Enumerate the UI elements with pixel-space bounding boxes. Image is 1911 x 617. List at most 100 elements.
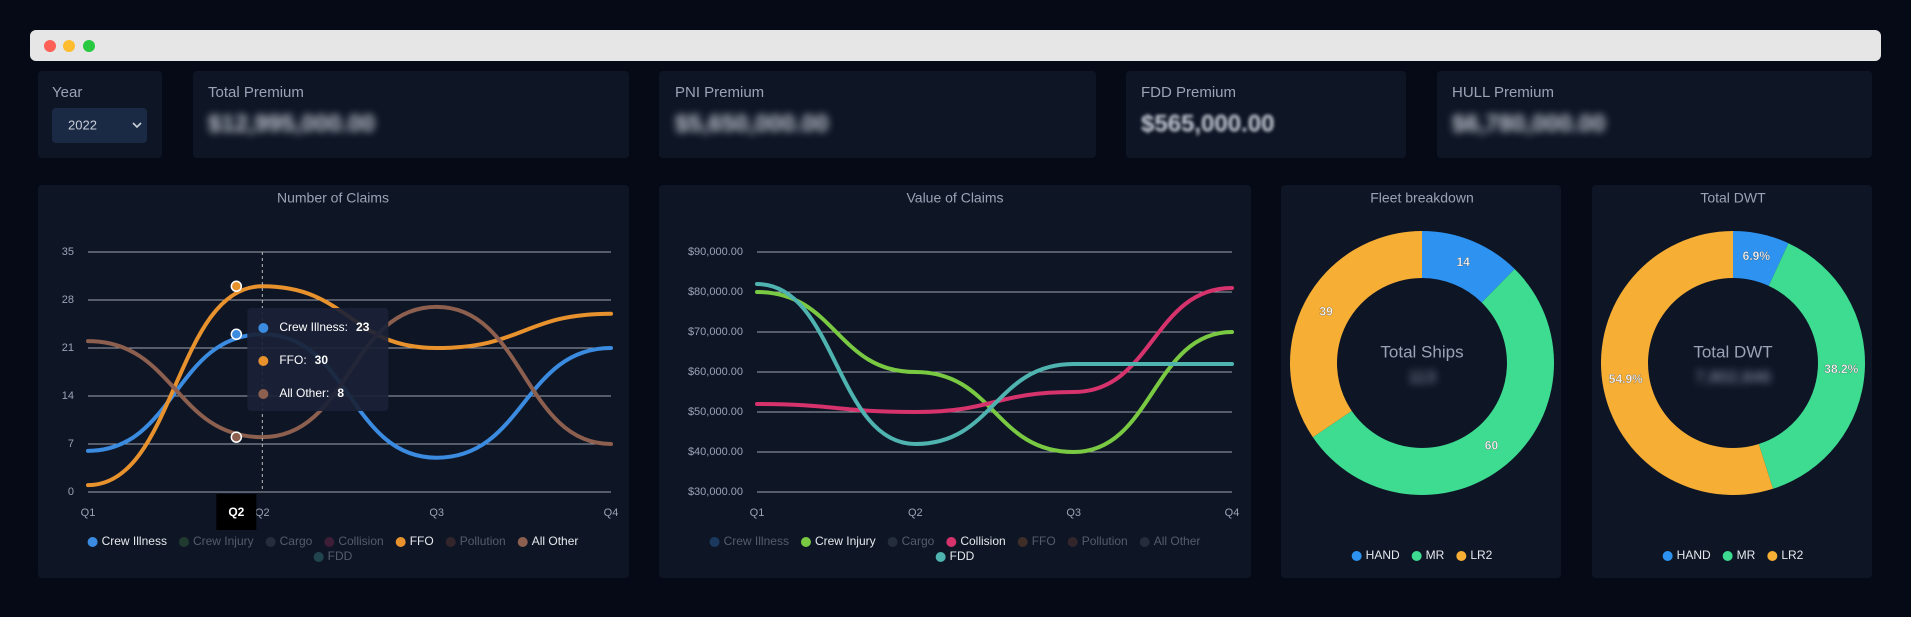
legend-label: Pollution bbox=[460, 534, 506, 548]
kpi-card bbox=[193, 71, 629, 158]
legend-dot bbox=[1411, 551, 1422, 561]
chart-title: Fleet breakdown bbox=[1370, 190, 1474, 206]
legend-label: Collision bbox=[960, 534, 1005, 548]
y-tick-label: $30,000.00 bbox=[688, 486, 743, 498]
legend-item: All Other bbox=[1139, 534, 1201, 548]
hover-point bbox=[230, 431, 243, 443]
pie-segment bbox=[1312, 269, 1554, 495]
maximize-button[interactable] bbox=[83, 40, 95, 52]
kpi-label: PNI Premium bbox=[675, 84, 764, 101]
legend-label: LR2 bbox=[1781, 548, 1803, 562]
x-tick-label: Q4 bbox=[1225, 507, 1240, 519]
tooltip-dot bbox=[258, 356, 269, 366]
legend-dot bbox=[1767, 551, 1778, 561]
pie-segment bbox=[1733, 231, 1789, 286]
legend-item: Cargo bbox=[265, 534, 313, 548]
data-label: 39 bbox=[1319, 304, 1333, 318]
legend-dot bbox=[517, 537, 528, 547]
kpi-label: FDD Premium bbox=[1141, 84, 1236, 101]
series-line bbox=[86, 284, 613, 488]
tooltip-label: All Other: bbox=[279, 386, 329, 400]
legend-item: Pollution bbox=[1067, 534, 1128, 548]
legend-dot bbox=[313, 552, 324, 562]
year-select[interactable] bbox=[52, 108, 147, 143]
y-tick-label: $70,000.00 bbox=[688, 326, 743, 338]
legend-label: FFO bbox=[410, 534, 434, 548]
kpi-label: Total Premium bbox=[208, 84, 304, 101]
hover-point bbox=[230, 280, 243, 293]
x-tick-label: Q1 bbox=[750, 507, 765, 519]
y-tick-label: 21 bbox=[62, 342, 74, 354]
legend-item: FFO bbox=[1017, 534, 1056, 548]
tooltip bbox=[247, 308, 389, 411]
series-line bbox=[755, 290, 1234, 455]
y-tick-label: 35 bbox=[62, 246, 74, 258]
tooltip-label: Crew Illness: bbox=[279, 320, 348, 334]
legend-item: Collision bbox=[324, 534, 384, 548]
legend-label: LR2 bbox=[1470, 548, 1492, 562]
legend-item: HAND bbox=[1662, 548, 1711, 562]
kpi-card bbox=[1437, 71, 1872, 158]
tooltip-value: 8 bbox=[337, 386, 344, 400]
legend-label: All Other bbox=[532, 534, 579, 548]
pie-segment bbox=[1290, 231, 1422, 438]
legend-dot bbox=[946, 537, 957, 547]
y-tick-label: $40,000.00 bbox=[688, 446, 743, 458]
legend-label: Crew Illness bbox=[724, 534, 789, 548]
legend-dot bbox=[265, 537, 276, 547]
chart-title: Value of Claims bbox=[906, 190, 1003, 206]
legend-dot bbox=[1017, 537, 1028, 547]
tooltip-value: 23 bbox=[356, 320, 370, 334]
y-tick-label: $80,000.00 bbox=[688, 286, 743, 298]
center-label: Total Ships bbox=[1380, 342, 1463, 361]
y-tick-label: $50,000.00 bbox=[688, 406, 743, 418]
legend-dot bbox=[709, 537, 720, 547]
legend-label: HAND bbox=[1366, 548, 1400, 562]
crosshair-label-box bbox=[216, 494, 257, 530]
y-tick-label: $60,000.00 bbox=[688, 366, 743, 378]
legend-dot bbox=[445, 537, 456, 547]
legend-item: MR bbox=[1411, 548, 1445, 562]
hover-point bbox=[230, 328, 243, 341]
legend-item: LR2 bbox=[1456, 548, 1493, 562]
filter-label: Year bbox=[52, 84, 82, 101]
year-value: 2022 bbox=[68, 117, 97, 132]
kpi-value: $6,780,000.00 bbox=[1452, 110, 1605, 137]
series-line bbox=[755, 282, 1234, 447]
y-tick-label: 28 bbox=[62, 294, 74, 306]
data-label: 38.2% bbox=[1824, 362, 1858, 376]
kpi-label: HULL Premium bbox=[1452, 84, 1554, 101]
legend-item: Pollution bbox=[445, 534, 506, 548]
legend-item: FDD bbox=[935, 549, 975, 563]
x-tick-label: Q2 bbox=[908, 507, 923, 519]
legend-label: Cargo bbox=[902, 534, 935, 548]
legend-label: MR bbox=[1737, 548, 1756, 562]
series-line bbox=[755, 286, 1234, 415]
legend-dot bbox=[935, 552, 946, 562]
legend-label: Crew Illness bbox=[102, 534, 167, 548]
legend-dot bbox=[395, 537, 406, 547]
legend-label: FFO bbox=[1032, 534, 1056, 548]
legend-item: Crew Illness bbox=[709, 534, 789, 548]
tooltip-dot bbox=[258, 389, 269, 399]
pie-segment bbox=[1758, 243, 1866, 489]
legend-label: Crew Injury bbox=[193, 534, 254, 548]
legend-label: All Other bbox=[1154, 534, 1201, 548]
legend-label: MR bbox=[1426, 548, 1445, 562]
y-tick-label: 0 bbox=[68, 486, 74, 498]
legend-label: FDD bbox=[328, 549, 353, 563]
tooltip-dot bbox=[258, 323, 269, 333]
legend-item: Crew Illness bbox=[87, 534, 167, 548]
y-tick-label: $90,000.00 bbox=[688, 246, 743, 258]
legend-item: Cargo bbox=[887, 534, 935, 548]
close-button[interactable] bbox=[44, 40, 56, 52]
kpi-value: $12,995,000.00 bbox=[208, 110, 375, 137]
window-bar bbox=[30, 30, 1881, 61]
data-label: 6.9% bbox=[1743, 249, 1771, 263]
legend-item: MR bbox=[1722, 548, 1756, 562]
data-label: 14 bbox=[1456, 255, 1470, 269]
tooltip-value: 30 bbox=[315, 353, 329, 367]
minimize-button[interactable] bbox=[63, 40, 75, 52]
x-tick-label: Q2 bbox=[255, 507, 270, 519]
legend-dot bbox=[800, 537, 811, 547]
